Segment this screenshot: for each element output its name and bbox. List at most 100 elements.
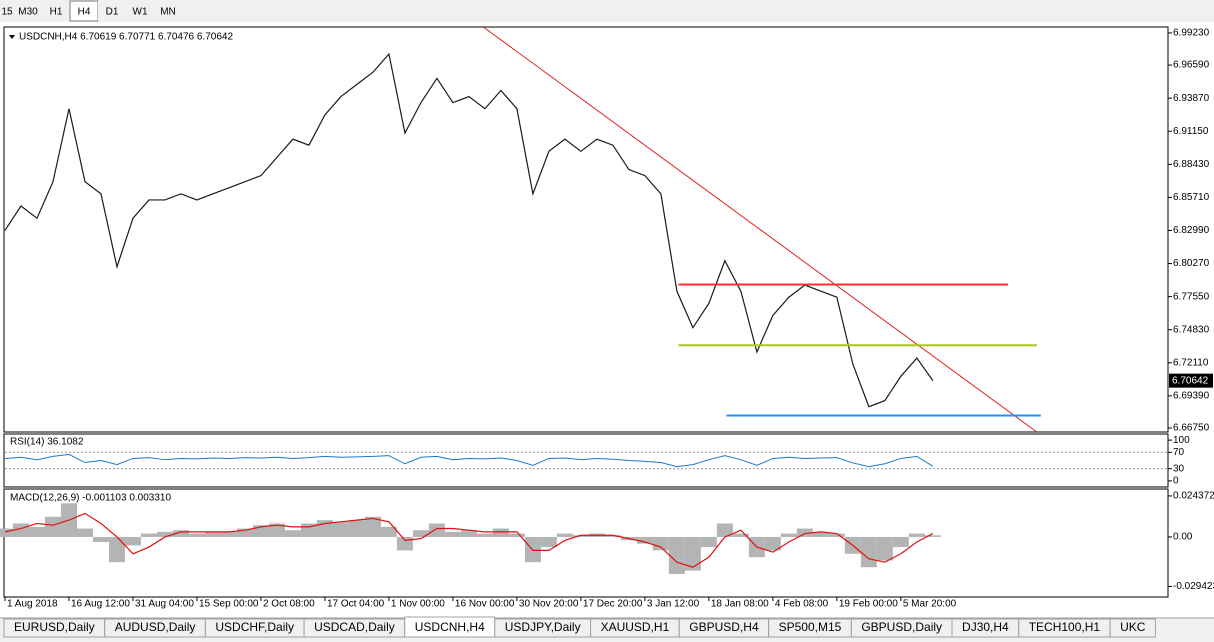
y-tick-label: 6.91150	[1173, 126, 1209, 137]
macd-bar	[332, 521, 349, 537]
rsi-line	[4, 453, 934, 468]
timeframe-label[interactable]: D1	[106, 7, 119, 18]
tab[interactable]	[1109, 618, 1156, 638]
macd-bar	[92, 536, 109, 542]
timeframe-button[interactable]	[98, 1, 126, 21]
tab-label[interactable]: USDCHF,Daily	[215, 620, 294, 634]
macd-bar	[412, 530, 429, 537]
macd-bar	[812, 531, 829, 537]
macd-bar	[508, 533, 525, 537]
chart-title: USDCNH,H4 6.70619 6.70771 6.70476 6.7064…	[19, 32, 233, 43]
timeframe-button[interactable]	[14, 1, 42, 21]
rsi-panel	[3, 433, 1169, 488]
macd-bar	[572, 535, 589, 537]
tab-label[interactable]: UKC	[1120, 620, 1146, 634]
tab-label[interactable]: USDJPY,Daily	[505, 620, 581, 634]
x-tick-label: 30 Nov 20:00	[519, 599, 579, 610]
macd-bar	[156, 531, 173, 537]
tab-label[interactable]: DJ30,H4	[962, 620, 1009, 634]
tab-label[interactable]: XAUUSD,H1	[601, 620, 670, 634]
tab-label[interactable]: EURUSD,Daily	[14, 620, 95, 634]
x-tick-label: 19 Feb 00:00	[839, 599, 898, 610]
macd-bar	[0, 528, 13, 537]
tab-label[interactable]: USDCAD,Daily	[314, 620, 395, 634]
macd-bar	[780, 533, 797, 537]
y-tick-label: 6.99230	[1173, 28, 1210, 39]
tab-label[interactable]: GBPUSD,Daily	[861, 620, 942, 634]
macd-bar	[252, 525, 269, 537]
x-tick-label: 18 Jan 08:00	[711, 599, 769, 610]
y-tick-label: 6.72110	[1173, 357, 1209, 368]
macd-signal-line	[4, 512, 934, 568]
x-tick-label: 16 Nov 00:00	[455, 599, 515, 610]
macd-bar	[540, 536, 557, 548]
macd-bar	[700, 536, 717, 548]
x-tick-label: 16 Aug 12:00	[71, 599, 130, 610]
macd-bar	[908, 533, 925, 537]
macd-bar	[364, 516, 381, 537]
macd-bar	[124, 536, 141, 546]
y-tick-label: 6.82990	[1173, 225, 1210, 236]
y-tick-label: 70	[1173, 447, 1185, 458]
timeframe-button[interactable]	[0, 1, 14, 21]
macd-bar	[764, 536, 781, 551]
y-tick-label: 6.93870	[1173, 93, 1210, 104]
y-tick-label: 0.00	[1173, 532, 1193, 543]
rsi-title: RSI(14) 36.1082	[10, 437, 84, 448]
x-tick-label: 1 Aug 2018	[7, 599, 58, 610]
timeframe-label[interactable]: M30	[18, 7, 38, 18]
y-tick-label: 30	[1173, 463, 1185, 474]
x-tick-label: 17 Dec 20:00	[583, 599, 643, 610]
macd-bar	[444, 531, 461, 537]
trend-line	[483, 26, 1038, 433]
macd-bar	[236, 528, 253, 537]
timeframe-label[interactable]: H4	[78, 7, 91, 18]
x-tick-label: 2 Oct 08:00	[263, 599, 315, 610]
x-tick-label: 31 Aug 04:00	[135, 599, 194, 610]
y-tick-label: 6.96590	[1173, 60, 1210, 71]
price-panel	[3, 26, 1169, 433]
y-tick-label: -0.029423	[1173, 581, 1214, 592]
timeframe-label[interactable]: MN	[160, 7, 176, 18]
x-tick-label: 1 Nov 00:00	[391, 599, 445, 610]
price-line	[4, 52, 934, 408]
x-tick-label: 3 Jan 12:00	[647, 599, 700, 610]
timeframe-button[interactable]	[126, 1, 154, 21]
macd-title: MACD(12,26,9) -0.001103 0.003310	[10, 493, 171, 504]
x-tick-label: 15 Sep 00:00	[199, 599, 259, 610]
tab-label[interactable]: SP500,M15	[779, 620, 842, 634]
macd-bar	[684, 536, 701, 571]
macd-bar	[860, 536, 877, 568]
y-tick-label: 0	[1173, 476, 1179, 487]
timeframe-button[interactable]	[42, 1, 70, 21]
macd-bar	[44, 516, 61, 537]
macd-bar	[732, 533, 749, 537]
macd-bar	[188, 533, 205, 537]
macd-bar	[652, 536, 669, 551]
tab-label[interactable]: USDCNH,H4	[415, 620, 485, 634]
macd-bar	[796, 528, 813, 537]
tab-label[interactable]: GBPUSD,H4	[689, 620, 759, 634]
macd-bar	[76, 528, 93, 537]
macd-bar	[284, 530, 301, 537]
timeframe-label[interactable]: 15	[1, 7, 13, 18]
symbol-menu-arrow[interactable]	[9, 35, 15, 39]
macd-bar	[204, 531, 221, 537]
macd-bar	[28, 526, 45, 537]
tab-label[interactable]: TECH100,H1	[1029, 620, 1101, 634]
y-tick-label: 0.024372	[1173, 491, 1214, 502]
timeframe-button[interactable]	[154, 1, 182, 21]
last-price-box	[1169, 373, 1213, 388]
macd-bar	[668, 536, 685, 574]
timeframe-label[interactable]: H1	[50, 7, 63, 18]
tab-label[interactable]: AUDUSD,Daily	[115, 620, 196, 634]
last-price-label: 6.70642	[1172, 375, 1209, 386]
y-tick-label: 6.85710	[1173, 192, 1210, 203]
y-tick-label: 6.66750	[1173, 423, 1210, 434]
x-tick-label: 17 Oct 04:00	[327, 599, 385, 610]
macd-bar	[428, 523, 445, 537]
timeframe-label[interactable]: W1	[133, 7, 148, 18]
macd-bar	[892, 536, 909, 548]
macd-bar	[492, 528, 509, 537]
